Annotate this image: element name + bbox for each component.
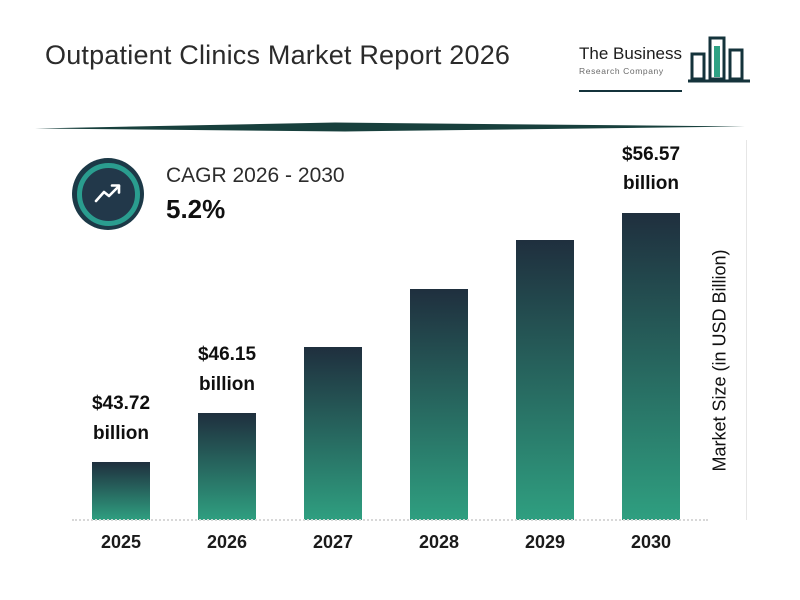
- bar-2028: [410, 289, 468, 520]
- cagr-texts: CAGR 2026 - 2030 5.2%: [166, 164, 345, 225]
- logo-name: The Business: [579, 44, 682, 63]
- y-axis-title: Market Size (in USD Billion): [709, 249, 730, 472]
- cagr-label: CAGR 2026 - 2030: [166, 163, 345, 187]
- value-unit: billion: [199, 373, 255, 395]
- bar-group-2030: $56.57 billion: [598, 140, 704, 520]
- x-tick-2029: 2029: [524, 532, 566, 552]
- logo-bars-icon: [688, 36, 750, 83]
- x-tick-2027: 2027: [312, 532, 354, 552]
- value-unit: billion: [93, 422, 149, 444]
- x-tick-2030: 2030: [630, 532, 672, 552]
- bar-value-label: $56.57 billion: [622, 140, 680, 199]
- cagr-block: CAGR 2026 - 2030 5.2%: [72, 158, 345, 230]
- bar-group-2026: $46.15 billion: [174, 140, 280, 520]
- right-gridline: [746, 140, 747, 520]
- x-axis-labels: 2025 2026 2027 2028 2029 2030: [68, 532, 704, 553]
- bar-2029: [516, 240, 574, 520]
- value-unit: billion: [623, 173, 679, 195]
- arrow-up-icon: [94, 184, 121, 203]
- x-tick-2025: 2025: [100, 532, 142, 552]
- company-logo: The Business Research Company: [579, 34, 752, 92]
- x-axis-baseline: [72, 519, 708, 521]
- bar-2025: [92, 462, 150, 520]
- value-amount: $46.15: [197, 344, 257, 366]
- trend-up-icon: [72, 158, 144, 230]
- x-tick-2028: 2028: [418, 532, 460, 552]
- bar-value-label: $43.72 billion: [92, 389, 150, 448]
- trend-up-icon-inner: [76, 162, 140, 226]
- bar-group-2025: $43.72 billion: [68, 140, 174, 520]
- value-amount: $56.57: [621, 144, 681, 165]
- bar-group-2029: [492, 140, 598, 520]
- bar-value-label: $46.15 billion: [198, 340, 256, 399]
- logo-subname: Research Company: [579, 66, 664, 76]
- cagr-value: 5.2%: [166, 193, 226, 224]
- bar-2027: [304, 347, 362, 520]
- bar-2026: [198, 413, 256, 520]
- logo-text: The Business Research Company: [579, 44, 682, 92]
- bar-group-2027: [280, 140, 386, 520]
- header-divider: [35, 122, 745, 132]
- bar-group-2028: [386, 140, 492, 520]
- bar-chart: $43.72 billion $46.15 billion $56.57 bil…: [68, 140, 704, 520]
- page-title: Outpatient Clinics Market Report 2026: [45, 40, 511, 70]
- value-amount: $43.72: [91, 393, 151, 415]
- bar-2030: [622, 212, 680, 520]
- x-tick-2026: 2026: [206, 532, 248, 552]
